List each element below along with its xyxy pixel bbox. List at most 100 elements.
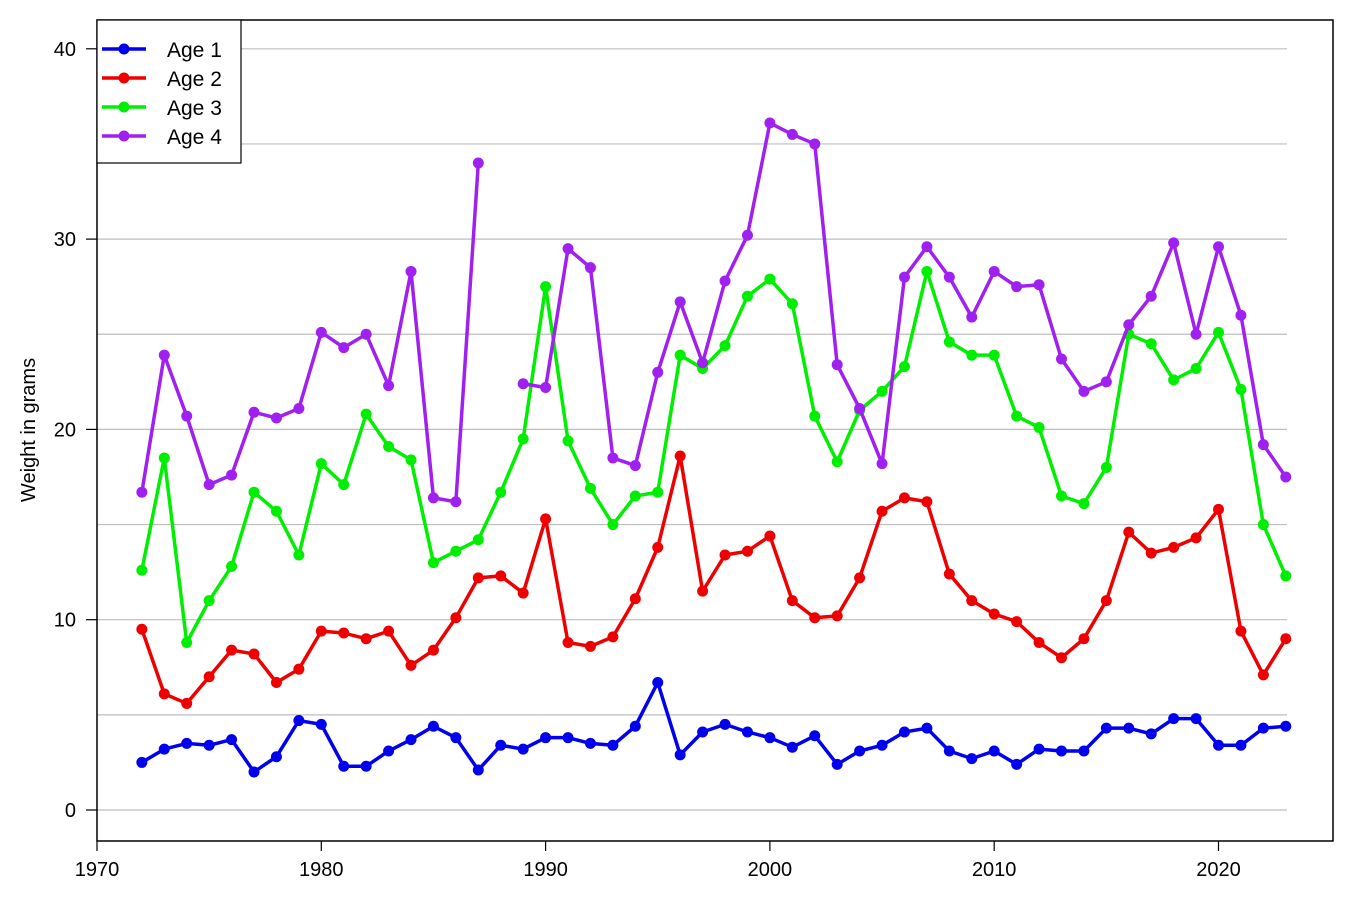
data-point xyxy=(450,545,462,557)
data-point xyxy=(1235,309,1247,321)
x-tick-label: 2010 xyxy=(972,859,1017,881)
data-point xyxy=(988,745,1000,757)
data-point xyxy=(1033,421,1045,433)
data-point xyxy=(315,326,327,338)
data-point xyxy=(293,663,305,675)
data-point xyxy=(1168,541,1180,553)
data-point xyxy=(719,718,731,730)
data-point xyxy=(854,402,866,414)
data-point xyxy=(697,357,709,369)
data-point xyxy=(966,311,978,323)
data-point xyxy=(472,157,484,169)
data-point xyxy=(629,460,641,472)
data-point xyxy=(876,505,888,517)
data-point xyxy=(697,585,709,597)
data-point xyxy=(786,298,798,310)
data-point xyxy=(427,492,439,504)
y-tick-label: 40 xyxy=(54,39,76,61)
data-point xyxy=(1055,490,1067,502)
data-point xyxy=(584,262,596,274)
data-point xyxy=(405,734,417,746)
data-point xyxy=(1055,652,1067,664)
legend-swatch-marker xyxy=(118,130,130,142)
data-point xyxy=(809,612,821,624)
data-point xyxy=(1011,281,1023,293)
data-point xyxy=(1011,410,1023,422)
data-point xyxy=(405,265,417,277)
data-point xyxy=(1078,633,1090,645)
data-point xyxy=(854,745,866,757)
data-point xyxy=(809,410,821,422)
series-age-1 xyxy=(136,676,1292,778)
data-point xyxy=(1190,532,1202,544)
data-point xyxy=(898,492,910,504)
data-point xyxy=(764,273,776,285)
data-point xyxy=(1123,722,1135,734)
data-point xyxy=(540,732,552,744)
y-tick-label: 20 xyxy=(54,419,76,441)
data-point xyxy=(540,281,552,293)
data-point xyxy=(203,595,215,607)
data-point xyxy=(517,433,529,445)
data-point xyxy=(1280,570,1292,582)
data-point xyxy=(607,452,619,464)
data-point xyxy=(898,726,910,738)
data-point xyxy=(315,625,327,637)
data-point xyxy=(786,595,798,607)
data-point xyxy=(293,549,305,561)
data-point xyxy=(988,349,1000,361)
data-point xyxy=(517,587,529,599)
x-tick-label: 2000 xyxy=(748,859,793,881)
legend-item: Age 1 xyxy=(102,39,222,62)
data-point xyxy=(1145,728,1157,740)
data-point xyxy=(562,435,574,447)
data-point xyxy=(1055,745,1067,757)
data-point xyxy=(270,676,282,688)
data-point xyxy=(383,745,395,757)
data-point xyxy=(786,741,798,753)
data-point xyxy=(674,450,686,462)
data-point xyxy=(427,557,439,569)
data-point xyxy=(1213,739,1224,751)
data-point xyxy=(338,342,350,354)
data-point xyxy=(1100,461,1112,473)
data-point xyxy=(764,117,776,129)
data-point xyxy=(495,486,507,498)
data-point xyxy=(652,541,664,553)
data-point xyxy=(450,612,462,624)
data-point xyxy=(1123,319,1135,331)
data-point xyxy=(270,751,282,763)
data-point xyxy=(1168,374,1180,386)
data-point xyxy=(697,726,709,738)
data-point xyxy=(1280,633,1292,645)
data-point xyxy=(450,732,462,744)
data-point xyxy=(270,505,282,517)
data-point xyxy=(629,593,641,605)
data-point xyxy=(584,640,596,652)
data-point xyxy=(966,753,978,765)
data-point xyxy=(136,486,148,498)
data-point xyxy=(1190,328,1202,340)
x-axis: 1970 1980 1990 2000 2010 2020 xyxy=(75,841,1241,881)
data-point xyxy=(1257,722,1269,734)
data-point xyxy=(674,749,686,761)
legend-label: Age 3 xyxy=(167,97,222,120)
data-point xyxy=(360,328,372,340)
data-point xyxy=(1213,326,1224,338)
data-point xyxy=(1011,616,1023,628)
data-point xyxy=(226,469,238,481)
legend-label: Age 4 xyxy=(167,126,222,149)
data-point xyxy=(360,408,372,420)
data-point xyxy=(495,739,507,751)
y-tick-label: 10 xyxy=(54,610,76,632)
data-point xyxy=(136,756,148,768)
data-point xyxy=(226,644,238,656)
data-point xyxy=(809,138,821,150)
data-point xyxy=(764,530,776,542)
legend-swatch-marker xyxy=(118,101,130,113)
y-axis: 0 10 20 30 40 xyxy=(54,39,97,822)
data-point xyxy=(1078,385,1090,397)
data-point xyxy=(293,402,305,414)
data-point xyxy=(741,545,753,557)
data-point xyxy=(248,486,260,498)
